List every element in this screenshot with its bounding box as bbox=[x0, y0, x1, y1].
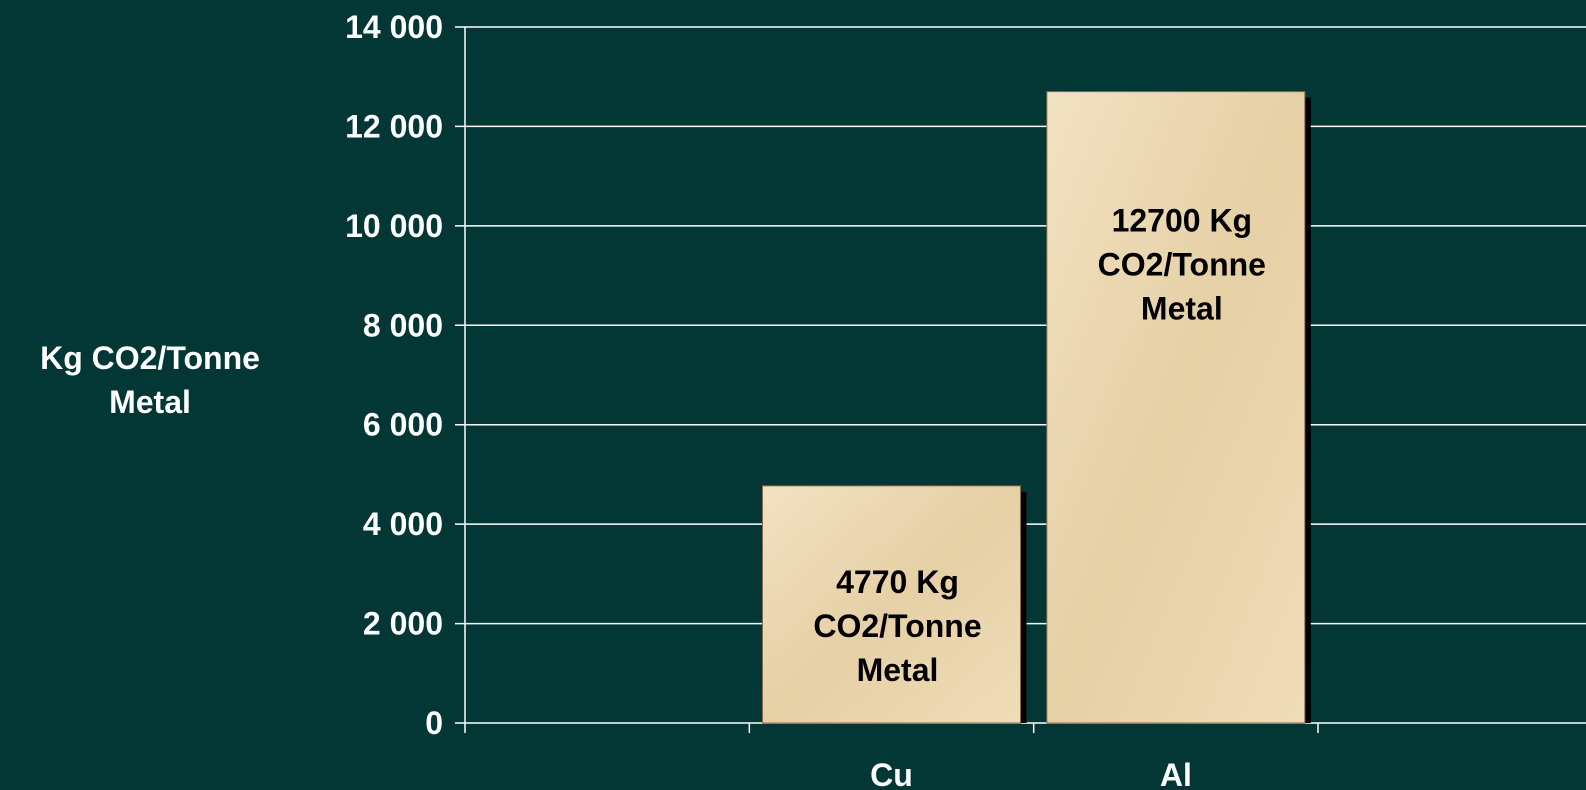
y-tick-label: 6 000 bbox=[363, 407, 443, 443]
y-tick-label: 12 000 bbox=[345, 108, 443, 144]
bars bbox=[762, 91, 1311, 724]
bar bbox=[762, 485, 1021, 724]
x-tick-label: Al bbox=[1160, 757, 1192, 790]
y-tick-label: 14 000 bbox=[345, 9, 443, 45]
y-tick-label: 0 bbox=[425, 705, 443, 741]
y-tick-label: 10 000 bbox=[345, 208, 443, 244]
y-axis-label: Kg CO2/Tonne Metal bbox=[0, 336, 300, 424]
bar-data-label: 12700 Kg bbox=[1112, 203, 1253, 239]
bar bbox=[1046, 91, 1306, 724]
y-tick-label: 2 000 bbox=[363, 606, 443, 642]
bar-data-label: CO2/Tonne bbox=[1098, 247, 1266, 283]
y-tick-label: 4 000 bbox=[363, 506, 443, 542]
bar-data-label: Metal bbox=[857, 652, 939, 688]
bar-data-label: 4770 Kg bbox=[836, 564, 959, 600]
y-tick-label: 8 000 bbox=[363, 307, 443, 343]
axes bbox=[464, 27, 1319, 733]
labels: 0 2 000 4 000 6 000 8 000 10 000 12 000 14 000 C… bbox=[345, 9, 1266, 790]
bar-data-label: CO2/Tonne bbox=[813, 608, 981, 644]
bar-data-label: Metal bbox=[1141, 291, 1223, 327]
y-axis-label-line-2: Metal bbox=[109, 384, 191, 420]
y-axis-label-line-1: Kg CO2/Tonne bbox=[40, 340, 260, 376]
x-tick-label: Cu bbox=[870, 757, 913, 790]
